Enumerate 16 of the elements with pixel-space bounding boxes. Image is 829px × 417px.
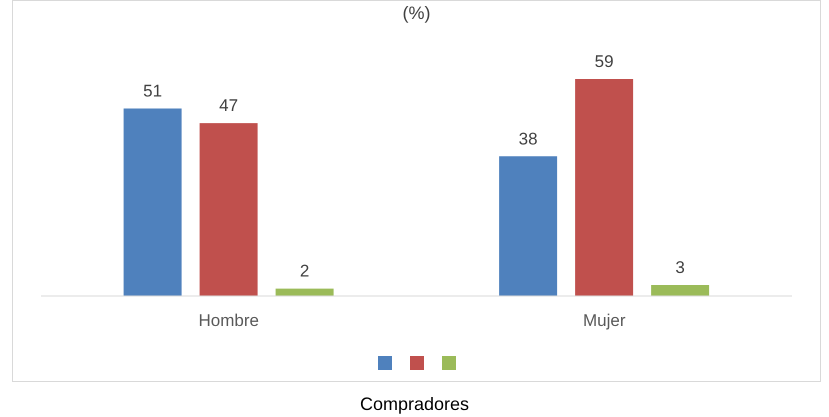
- text: Compradores: [358, 394, 470, 415]
- x-tick-label: Mujer: [582, 311, 626, 330]
- bar: [499, 156, 558, 296]
- chart-title: (%): [402, 3, 432, 25]
- bar: [651, 284, 710, 296]
- data-label: 3: [675, 258, 685, 277]
- data-label: 38: [518, 129, 538, 148]
- data-label: 51: [143, 81, 162, 100]
- bar: [276, 288, 334, 296]
- bar: [575, 79, 634, 296]
- bar: [200, 123, 258, 296]
- data-label: 2: [300, 262, 310, 281]
- bar: [124, 108, 182, 296]
- data-label: 59: [594, 52, 614, 72]
- data-label: 47: [219, 96, 238, 116]
- x-tick-label: Hombre: [198, 311, 259, 330]
